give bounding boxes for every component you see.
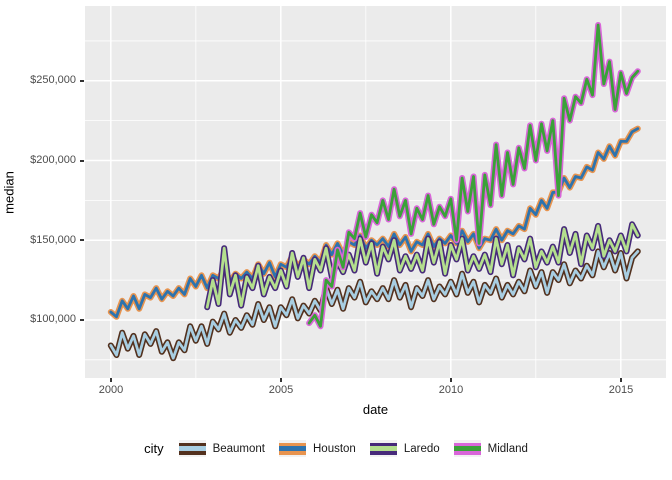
y-tick-label-100000: $100,000 [30, 313, 76, 325]
legend-label-houston: Houston [313, 442, 356, 455]
legend-label-laredo: Laredo [403, 442, 440, 455]
y-tick-mark [80, 239, 84, 241]
legend-item-houston: Houston [279, 440, 356, 457]
legend-item-laredo: Laredo [369, 440, 440, 457]
y-tick-mark [80, 319, 84, 321]
legend-item-beaumont: Beaumont [178, 440, 265, 457]
y-tick-label-150000: $150,000 [30, 234, 76, 246]
y-tick-label-250000: $250,000 [30, 74, 76, 86]
y-tick-mark [80, 80, 84, 82]
x-tick-label-2005: 2005 [268, 384, 294, 396]
y-tick-label-200000: $200,000 [30, 154, 76, 166]
x-tick-mark [450, 378, 452, 382]
legend-key-laredo [369, 440, 397, 457]
plot-lines-canvas [85, 6, 666, 378]
plot-panel [85, 6, 666, 378]
x-tick-mark [110, 378, 112, 382]
legend-title: city [144, 441, 164, 456]
x-tick-label-2010: 2010 [438, 384, 464, 396]
legend-key-houston [279, 440, 306, 457]
y-axis-title: median [1, 171, 17, 214]
legend: city Beaumont Houston Laredo Midland [0, 440, 672, 457]
x-tick-mark [280, 378, 282, 382]
x-axis-title: date [362, 402, 389, 417]
legend-label-midland: Midland [487, 442, 528, 455]
x-tick-label-2000: 2000 [98, 384, 124, 396]
legend-label-beaumont: Beaumont [212, 442, 265, 455]
legend-key-beaumont [178, 440, 206, 457]
legend-key-midland [453, 440, 481, 457]
x-tick-mark [620, 378, 622, 382]
legend-item-midland: Midland [453, 440, 528, 457]
y-tick-mark [80, 160, 84, 162]
x-tick-label-2015: 2015 [608, 384, 634, 396]
